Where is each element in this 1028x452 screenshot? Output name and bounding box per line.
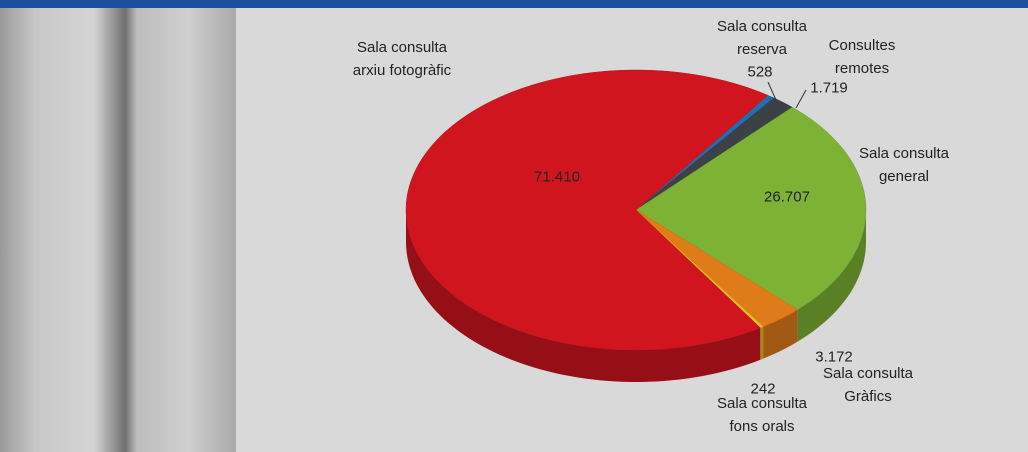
category-label: Sala consulta arxiu fotogràfic: [352, 36, 452, 82]
category-label: Sala consulta Gràfics: [813, 362, 923, 408]
value-label: 528: [747, 64, 772, 81]
value-label: 71.410: [534, 169, 580, 186]
value-label: 26.707: [764, 189, 810, 206]
page: (() => { const data = JSON.parse(documen…: [0, 0, 1028, 452]
category-label: Sala consulta fons orals: [707, 392, 817, 438]
value-label: 1.719: [810, 80, 848, 97]
value-label: 242: [750, 381, 775, 398]
leader-line: [796, 90, 806, 108]
category-label: Consultes remotes: [817, 34, 907, 80]
slice-side: [760, 327, 763, 360]
category-label: Sala consulta reserva: [707, 15, 817, 61]
value-label: 3.172: [815, 349, 853, 366]
category-label: Sala consulta general: [849, 142, 959, 188]
